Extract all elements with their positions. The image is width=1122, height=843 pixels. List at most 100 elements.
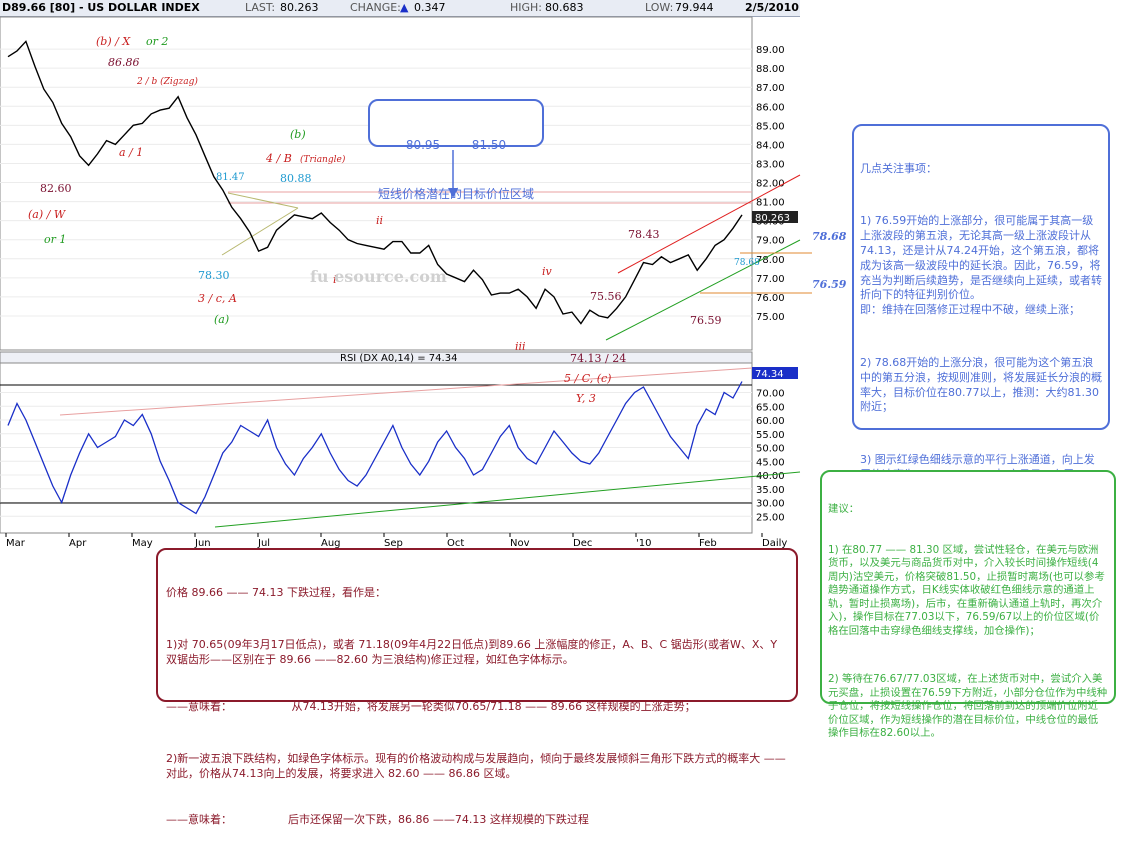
chart-canvas: 89.00 88.00 87.00 86.00 85.00 84.00 83.00 82.00… (0, 16, 847, 549)
last-price-marker (752, 211, 798, 223)
wave-label-a1: a / 1 (119, 146, 143, 159)
key-point-2: 2) 78.68开始的上涨分浪，很可能为这个第五浪中的第五分浪，按规则准则，将发… (860, 355, 1102, 414)
x-tick-label: May (132, 538, 153, 549)
rsi-series-line (7, 381, 743, 515)
price-y-tick: 77.00 (756, 274, 785, 285)
key-points-box: 几点关注事项： 1) 76.59开始的上涨部分，很可能属于其高一级上涨波段的第五… (852, 124, 1110, 555)
right-level-7868: 78.68 (812, 230, 847, 243)
change-up-icon: ▲ (400, 1, 409, 14)
last-label: LAST: (245, 1, 276, 14)
channel-lower-green-line (605, 239, 801, 341)
price-series-line (7, 40, 743, 325)
triangle-lower-line (221, 207, 299, 256)
price-y-tick: 84.00 (756, 140, 785, 151)
x-tick-label: Daily (762, 538, 787, 549)
rsi-y-tick: 50.00 (756, 444, 785, 455)
rsi-y-tick: 40.00 (756, 471, 785, 482)
analysis-title: 价格 89.66 —— 74.13 下跌过程，看作是： (166, 585, 386, 599)
header-date: 2/5/2010 (745, 1, 799, 14)
price-label-8147: 81.47 (216, 172, 245, 183)
x-tick-label: Dec (573, 538, 592, 549)
price-y-tick: 88.00 (756, 64, 785, 75)
target-zone-caption: 短线价格潜在的目标价位区域 (377, 186, 534, 201)
triangle-upper-line (227, 192, 299, 209)
wave-label-b-paren: (b) (290, 128, 306, 141)
price-label-8260: 82.60 (40, 182, 72, 195)
rsi-y-tick: 60.00 (756, 416, 785, 427)
x-axis: Mar Apr May Jun Jul Aug Sep Oct Nov Dec '10 Feb Dail… (5, 533, 787, 549)
price-y-tick: 89.00 (756, 45, 785, 56)
price-y-tick: 82.00 (756, 179, 785, 190)
price-label-7556: 75.56 (590, 290, 622, 303)
wave-label-b-x: (b) / X (96, 35, 131, 48)
price-y-tick: 83.00 (756, 159, 785, 170)
rsi-y-tick: 55.00 (756, 430, 785, 441)
key-points-title: 几点关注事项： (860, 161, 937, 175)
advice-title: 建议： (828, 503, 860, 516)
rsi-last-marker (752, 367, 798, 379)
price-y-tick: 86.00 (756, 102, 785, 113)
analysis-item-1-meaning: ——意味着： 从74.13开始，将发展另一轮类似70.65/71.18 —— 8… (166, 699, 696, 713)
price-y-tick: 79.00 (756, 236, 785, 247)
wave-label-a-paren: (a) (214, 313, 229, 326)
wave-label-y3: Y, 3 (576, 392, 596, 405)
wave-label-iii: iii (515, 340, 526, 353)
analysis-item-2-meaning: ——意味着： 后市还保留一次下跌，86.86 ——74.13 这样规模的下跌过程 (166, 813, 589, 827)
key-point-1: 1) 76.59开始的上涨部分，很可能属于其高一级上涨波段的第五浪，无论其高一级… (860, 214, 1102, 317)
x-tick-label: Mar (6, 538, 26, 549)
price-y-tick: 75.00 (756, 312, 785, 323)
x-tick-label: '10 (636, 538, 651, 549)
chart-header: D89.66 [80] - US DOLLAR INDEX LAST: 80.2… (0, 0, 800, 17)
rsi-y-tick: 45.00 (756, 457, 785, 468)
target-zone-range: 80.95 —— 81.50 (405, 138, 507, 153)
rsi-y-tick: 35.00 (756, 485, 785, 496)
rsi-last-label: 74.34 (755, 369, 784, 380)
price-label-7843: 78.43 (628, 228, 660, 241)
watermark-text: fu esource.com (310, 267, 447, 286)
rsi-y-tick: 65.00 (756, 402, 785, 413)
price-y-tick: 78.00 (756, 255, 785, 266)
rsi-y-tick: 70.00 (756, 389, 785, 400)
rsi-lower-trendline (214, 471, 801, 528)
price-y-tick: 81.00 (756, 198, 785, 209)
rsi-title: RSI (DX A0,14) = 74.34 (340, 353, 457, 364)
price-y-tick: 76.00 (756, 293, 785, 304)
x-tick-label: Apr (69, 538, 87, 549)
price-y-tick: 87.00 (756, 83, 785, 94)
x-tick-label: Oct (447, 538, 464, 549)
advice-box: 建议： 1) 在80.77 —— 81.30 区域，尝试性轻仓，在美元与欧洲货币… (820, 470, 1116, 739)
price-grid (0, 48, 752, 317)
price-label-7413: 74.13 / 24 (570, 352, 626, 365)
x-tick-label: Jul (257, 538, 270, 549)
advice-item-1: 1) 在80.77 —— 81.30 区域，尝试性轻仓，在美元与欧洲货币，以及美… (828, 543, 1105, 637)
rsi-y-axis: 70.00 65.00 60.00 55.00 50.00 45.00 40.00 35.00… (756, 389, 785, 524)
x-tick-label: Aug (321, 538, 341, 549)
wave-label-ii: ii (376, 214, 383, 227)
wave-label-or-1: or 1 (44, 233, 66, 246)
x-tick-label: Feb (699, 538, 717, 549)
high-value: 80.683 (545, 1, 584, 14)
rsi-y-tick: 25.00 (756, 512, 785, 523)
wave-label-2b-zigzag: 2 / b (Zigzag) (136, 76, 198, 87)
advice-item-2: 2) 等待在76.67/77.03区域，在上述货币对中，尝试介入美元买盘，止损设… (828, 673, 1108, 740)
analysis-box: 价格 89.66 —— 74.13 下跌过程，看作是： 1)对 70.65(09… (156, 548, 798, 826)
rsi-y-tick: 30.00 (756, 499, 785, 510)
price-label-7830: 78.30 (198, 269, 230, 282)
price-label-7659: 76.59 (690, 314, 722, 327)
wave-label-i: i (333, 273, 337, 286)
last-value: 80.263 (280, 1, 319, 14)
high-label: HIGH: (510, 1, 543, 14)
symbol-title: D89.66 [80] - US DOLLAR INDEX (2, 1, 200, 14)
price-y-tick: 85.00 (756, 121, 785, 132)
wave-label-3ca: 3 / c, A (198, 292, 237, 305)
wave-label-5c: 5 / C, (c) (564, 372, 611, 385)
analysis-item-1: 1)对 70.65(09年3月17日低点)，或者 71.18(09年4月22日低… (166, 637, 781, 667)
right-level-7659: 76.59 (812, 278, 847, 291)
change-value: 0.347 (414, 1, 446, 14)
low-value: 79.944 (675, 1, 714, 14)
wave-label-4b: 4 / B (265, 152, 292, 165)
target-arrow-icon (448, 188, 458, 198)
x-tick-label: Sep (384, 538, 403, 549)
analysis-item-2: 2)新一波五浪下跌结构，如绿色字体标示。现有的价格波动构成与发展趋向，倾向于最终… (166, 751, 790, 781)
price-label-8088: 80.88 (280, 172, 312, 185)
